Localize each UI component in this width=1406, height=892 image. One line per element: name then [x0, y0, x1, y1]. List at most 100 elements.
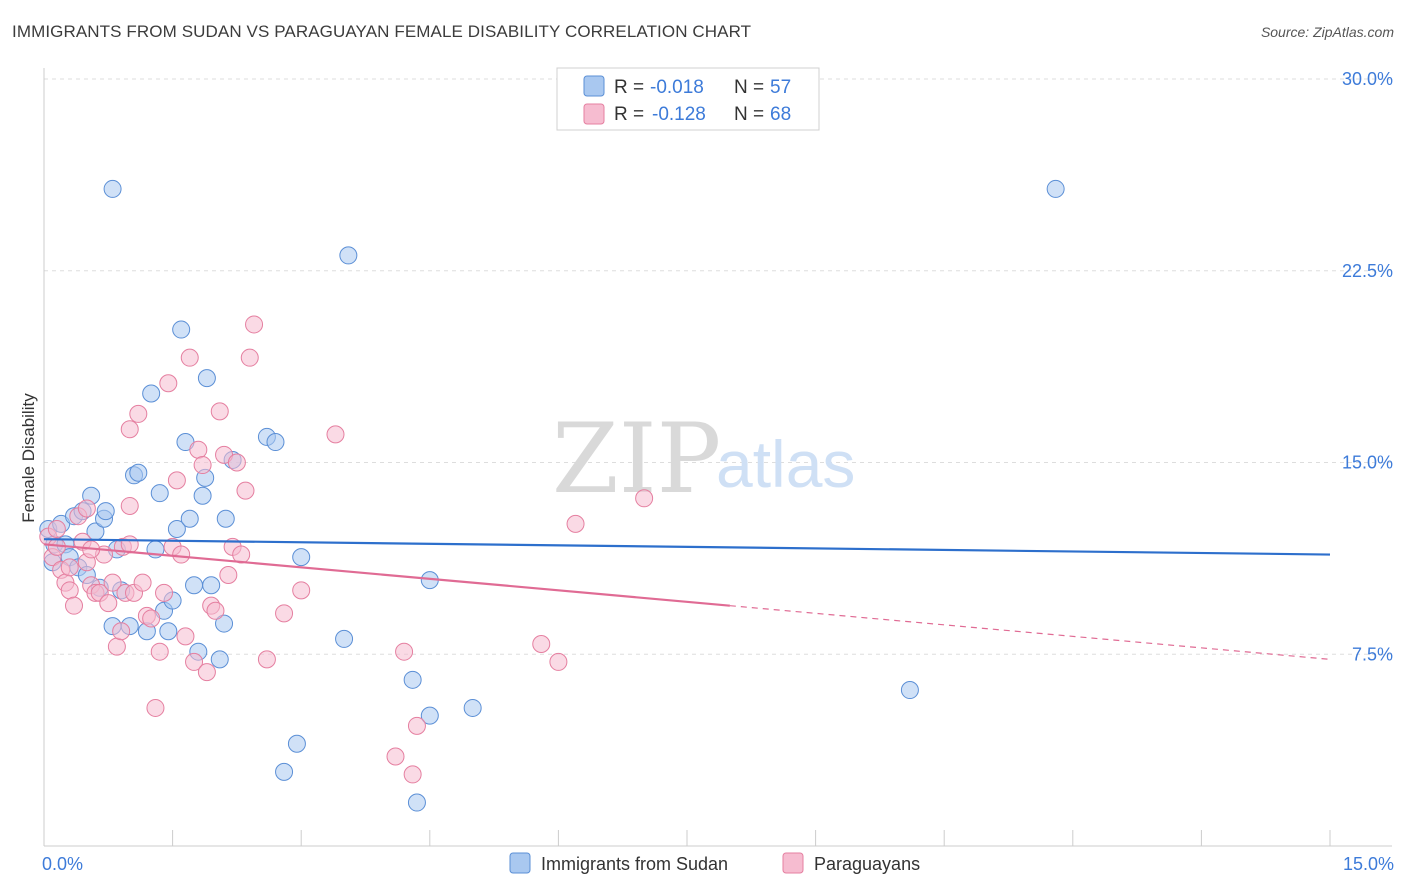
- point-paraguayans-20: [120, 420, 139, 439]
- point-sudan-54: [103, 179, 122, 198]
- point-sudan-56: [1046, 179, 1065, 198]
- point-sudan-51: [420, 706, 439, 725]
- point-paraguayans-34: [180, 348, 199, 367]
- point-sudan-26: [159, 622, 178, 641]
- point-paraguayans-35: [185, 652, 204, 671]
- legend-n-label-paraguayans: N =: [734, 104, 764, 125]
- point-sudan-45: [287, 734, 306, 753]
- point-paraguayans-50: [257, 650, 276, 669]
- trend-line-paraguayans: [43, 543, 730, 607]
- point-sudan-32: [185, 576, 204, 595]
- legend-n-value-sudan: 57: [770, 77, 791, 98]
- point-paraguayans-65: [60, 558, 79, 577]
- series-legend-label-paraguayans: Paraguayans: [814, 854, 920, 874]
- data-points: [39, 179, 1065, 812]
- y-axis-tick-labels: 7.5% 15.0% 22.5% 30.0%: [1342, 69, 1393, 664]
- point-sudan-36: [197, 369, 216, 388]
- point-sudan-14: [96, 502, 115, 521]
- point-sudan-28: [167, 519, 186, 538]
- x-tick-label-min: 0.0%: [42, 854, 83, 874]
- point-paraguayans-27: [150, 642, 169, 661]
- point-sudan-46: [292, 548, 311, 567]
- point-paraguayans-58: [532, 635, 551, 654]
- series-legend-swatch-sudan: [509, 852, 531, 874]
- point-paraguayans-32: [172, 545, 191, 564]
- y-tick-label-2: 22.5%: [1342, 261, 1393, 281]
- point-sudan-50: [407, 793, 426, 812]
- point-paraguayans-26: [146, 698, 165, 717]
- stats-legend: R = -0.018 N = 57 R = -0.128 N = 68: [556, 67, 820, 131]
- point-paraguayans-28: [155, 583, 174, 602]
- point-paraguayans-53: [326, 425, 345, 444]
- point-paraguayans-49: [245, 315, 264, 334]
- point-sudan-47: [335, 629, 354, 648]
- legend-r-label-paraguayans: R =: [614, 104, 644, 125]
- legend-swatch-paraguayans: [583, 103, 605, 125]
- legend-n-label-sudan: N =: [734, 77, 764, 98]
- point-paraguayans-41: [210, 402, 229, 421]
- series-legend-swatch-paraguayans: [782, 852, 804, 874]
- point-paraguayans-14: [99, 594, 118, 613]
- point-sudan-22: [142, 384, 161, 403]
- point-sudan-37: [202, 576, 221, 595]
- point-sudan-39: [215, 614, 234, 633]
- series-legend-label-sudan: Immigrants from Sudan: [541, 854, 728, 874]
- axes: [43, 68, 1392, 847]
- y-tick-label-3: 30.0%: [1342, 69, 1393, 89]
- point-paraguayans-22: [129, 404, 148, 423]
- point-sudan-34: [193, 486, 212, 505]
- point-sudan-40: [216, 509, 235, 528]
- point-paraguayans-52: [292, 581, 311, 600]
- point-paraguayans-60: [566, 514, 585, 533]
- point-paraguayans-6: [65, 596, 84, 615]
- point-paraguayans-54: [386, 747, 405, 766]
- point-sudan-38: [210, 650, 229, 669]
- point-paraguayans-37: [193, 456, 212, 475]
- y-tick-label-0: 7.5%: [1352, 644, 1393, 664]
- point-sudan-53: [463, 698, 482, 717]
- point-paraguayans-47: [236, 481, 255, 500]
- point-sudan-55: [900, 681, 919, 700]
- legend-n-value-paraguayans: 68: [770, 104, 791, 125]
- chart-title: IMMIGRANTS FROM SUDAN VS PARAGUAYAN FEMA…: [12, 22, 752, 41]
- legend-r-label-sudan: R =: [614, 77, 644, 98]
- point-paraguayans-15: [103, 573, 122, 592]
- point-paraguayans-59: [549, 652, 568, 671]
- point-paraguayans-25: [142, 609, 161, 628]
- point-sudan-29: [172, 320, 191, 339]
- point-sudan-43: [266, 433, 285, 452]
- x-tick-label-max: 15.0%: [1343, 854, 1394, 874]
- point-paraguayans-61: [635, 489, 654, 508]
- point-paraguayans-66: [47, 519, 66, 538]
- point-paraguayans-5: [60, 581, 79, 600]
- point-sudan-31: [180, 509, 199, 528]
- point-paraguayans-43: [219, 565, 238, 584]
- point-paraguayans-56: [403, 765, 422, 784]
- point-paraguayans-64: [120, 535, 139, 554]
- point-paraguayans-31: [167, 471, 186, 490]
- y-axis-label: Female Disability: [19, 393, 38, 523]
- point-paraguayans-55: [395, 642, 414, 661]
- point-sudan-48: [339, 246, 358, 265]
- legend-r-value-paraguayans: -0.128: [652, 104, 706, 125]
- point-sudan-44: [275, 762, 294, 781]
- point-paraguayans-29: [159, 374, 178, 393]
- point-sudan-49: [403, 670, 422, 689]
- watermark-atlas: atlas: [716, 427, 855, 501]
- legend-r-value-sudan: -0.018: [650, 77, 704, 98]
- trend-line-paraguayans-extension: [729, 605, 1331, 660]
- series-legend: Immigrants from Sudan Paraguayans: [509, 852, 920, 874]
- point-paraguayans-45: [227, 453, 246, 472]
- point-paraguayans-67: [120, 496, 139, 515]
- point-paraguayans-62: [77, 499, 96, 518]
- trend-lines: [43, 538, 1331, 660]
- x-axis-ticks: [43, 830, 1331, 846]
- point-paraguayans-36: [189, 440, 208, 459]
- source-credit: Source: ZipAtlas.com: [1260, 24, 1394, 40]
- legend-swatch-sudan: [583, 75, 605, 97]
- gridlines: [44, 78, 1392, 655]
- point-paraguayans-23: [133, 573, 152, 592]
- point-paraguayans-38: [197, 663, 216, 682]
- point-paraguayans-57: [407, 716, 426, 735]
